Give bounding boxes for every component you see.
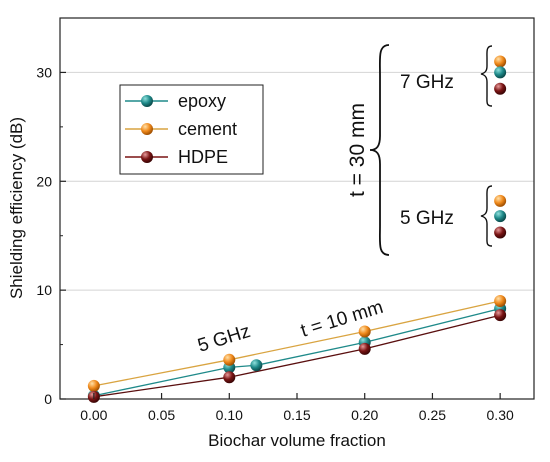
data-point-cement [223,353,236,366]
annotation-t30: t = 30 mm [346,103,369,197]
legend-label-epoxy: epoxy [178,91,226,111]
legend: epoxy cement HDPE [119,84,264,175]
y-tick-label: 30 [36,64,52,80]
annotation-7ghz: 7 GHz [400,72,454,93]
side-marker-cement [494,55,507,68]
side-marker-HDPE [494,226,507,239]
legend-marker-HDPE [141,151,153,163]
series-line-cement [93,300,501,387]
y-tick-label: 10 [36,282,52,298]
x-axis-title: Biochar volume fraction [208,431,386,450]
side-marker-epoxy [494,66,507,79]
brace-5ghz [480,185,493,247]
legend-label-cement: cement [178,119,237,139]
side-marker-epoxy [494,210,507,223]
data-point-epoxy [250,359,263,372]
brace-7ghz [480,45,493,107]
y-tick-label: 20 [36,173,52,189]
x-tick-label: 0.10 [216,407,243,423]
side-marker-HDPE [494,82,507,95]
x-tick-label: 0.25 [419,407,446,423]
annotation-5ghz-right: 5 GHz [400,208,454,229]
data-point-cement [87,379,100,392]
y-axis-title: Shielding efficiency (dB) [7,117,26,299]
data-point-HDPE [494,309,507,322]
data-point-cement [494,295,507,308]
x-tick-label: 0.20 [351,407,378,423]
annotation-t10: t = 10 mm [298,297,385,342]
data-point-HDPE [358,342,371,355]
x-tick-label: 0.30 [487,407,514,423]
side-marker-cement [494,194,507,207]
data-point-HDPE [223,371,236,384]
x-tick-label: 0.15 [283,407,310,423]
y-tick-label: 0 [44,391,52,407]
legend-label-HDPE: HDPE [178,147,228,167]
legend-marker-cement [141,123,153,135]
series-line-HDPE [93,314,501,398]
x-tick-label: 0.00 [80,407,107,423]
annotation-5ghz-low: 5 GHz [195,321,253,357]
side-markers [494,55,507,239]
legend-marker-epoxy [141,95,153,107]
series-line-epoxy [93,307,501,397]
axis-ticks: 0 10 20 30 0.00 0.05 0.10 0.15 0.20 0.25 0.30 [36,64,514,423]
x-tick-label: 0.05 [148,407,175,423]
data-point-cement [358,325,371,338]
series-points [87,295,507,403]
gridlines [60,71,534,291]
series-lines [93,300,501,398]
plot-frame [59,17,535,400]
big-brace [369,44,390,256]
